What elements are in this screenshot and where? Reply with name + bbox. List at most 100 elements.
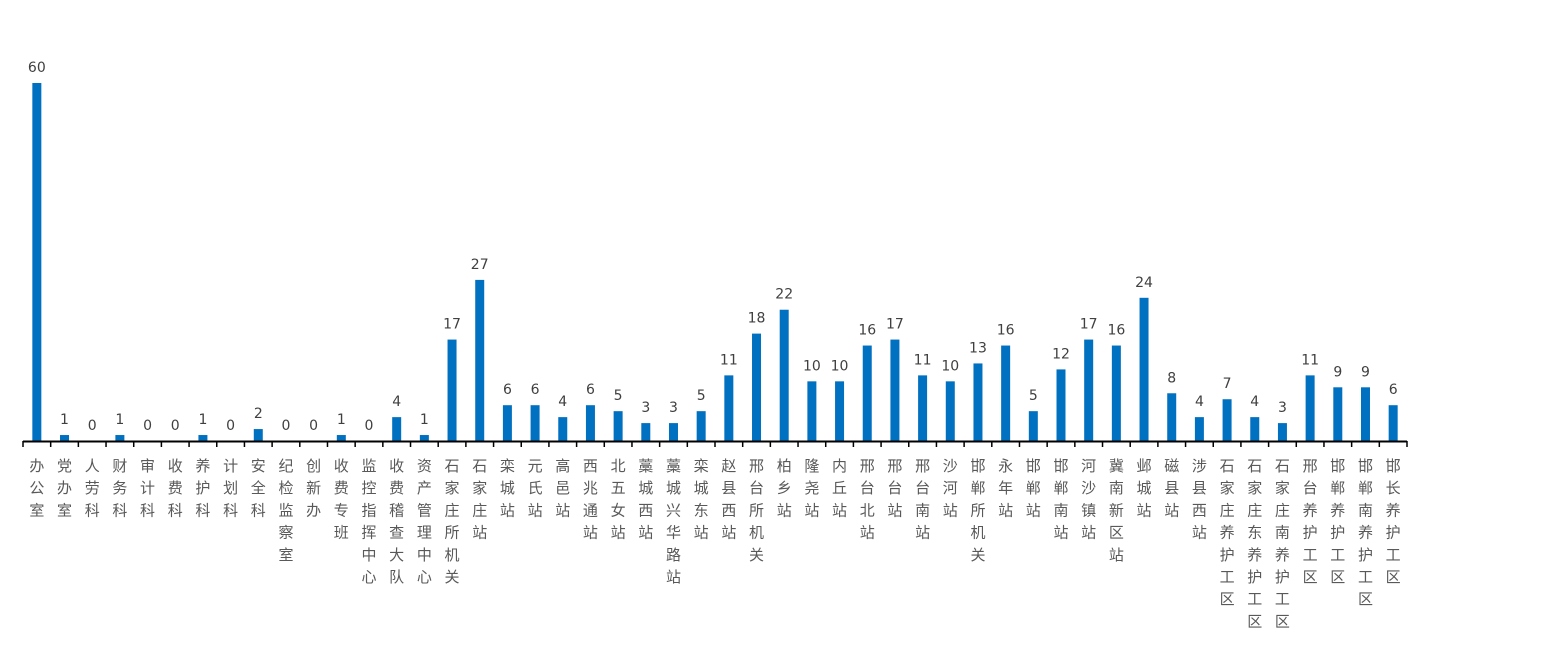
category-label: 永 <box>998 457 1013 475</box>
category-labels-group: 办公室党办室人劳科财务科审计科收费科养护科计划科安全科纪检监察室创新办收费专班监… <box>29 457 1400 630</box>
data-label: 11 <box>914 352 932 368</box>
bars-group <box>32 83 1398 441</box>
bar <box>530 405 540 441</box>
bar <box>253 429 263 441</box>
bar <box>918 375 928 441</box>
category-label: 华 <box>666 524 681 542</box>
data-label: 0 <box>88 418 97 434</box>
data-label: 13 <box>969 340 987 356</box>
bar <box>945 381 955 441</box>
bar <box>668 423 678 441</box>
category-label: 西 <box>1192 501 1207 519</box>
category-label: 西 <box>583 457 598 475</box>
category-label: 全 <box>251 479 266 497</box>
category-label: 郸 <box>970 479 985 497</box>
category-label: 室 <box>29 501 44 519</box>
category-label: 区 <box>1303 568 1318 586</box>
category-label: 邢 <box>860 457 875 475</box>
category-label: 工 <box>1247 590 1262 608</box>
category-label: 察 <box>278 524 293 542</box>
data-label: 0 <box>143 418 152 434</box>
category-label: 城 <box>694 479 709 497</box>
category-label: 审 <box>140 457 155 475</box>
data-label: 2 <box>254 406 263 422</box>
category-label: 务 <box>112 479 127 497</box>
data-label: 6 <box>1389 382 1398 398</box>
category-label: 室 <box>278 546 293 564</box>
category-label: 专 <box>334 501 349 519</box>
data-label: 16 <box>1107 323 1125 339</box>
bar <box>475 279 485 441</box>
category-label: 县 <box>1164 479 1179 497</box>
bar <box>1001 345 1011 441</box>
category-label: 藁 <box>638 457 653 475</box>
category-label: 费 <box>168 479 183 497</box>
data-label: 16 <box>858 323 876 339</box>
category-label: 邢 <box>887 457 902 475</box>
category-label: 费 <box>389 479 404 497</box>
category-label: 区 <box>1109 524 1124 542</box>
category-label: 所 <box>970 501 985 519</box>
category-label: 邯 <box>1053 457 1068 475</box>
category-label: 工 <box>1386 546 1401 564</box>
category-label: 站 <box>1137 501 1152 519</box>
category-label: 产 <box>417 479 432 497</box>
category-label: 西 <box>721 501 736 519</box>
data-label: 1 <box>420 412 429 428</box>
category-label: 科 <box>112 501 127 519</box>
data-label: 9 <box>1361 364 1370 380</box>
data-label: 4 <box>558 394 567 410</box>
category-label: 区 <box>1358 590 1373 608</box>
category-label: 南 <box>915 501 930 519</box>
data-label: 17 <box>443 317 461 333</box>
category-label: 查 <box>389 524 404 542</box>
data-label: 1 <box>115 412 124 428</box>
category-label: 护 <box>1330 524 1345 542</box>
category-label: 检 <box>278 479 293 497</box>
data-label: 0 <box>226 418 235 434</box>
bar <box>115 435 125 441</box>
category-label: 年 <box>998 479 1013 497</box>
category-label: 南 <box>1109 479 1124 497</box>
data-label: 4 <box>392 394 401 410</box>
category-label: 县 <box>1192 479 1207 497</box>
category-label: 机 <box>749 524 764 542</box>
category-label: 养 <box>1247 546 1262 564</box>
bar <box>198 435 208 441</box>
category-label: 区 <box>1330 568 1345 586</box>
category-label: 队 <box>389 568 404 586</box>
category-label: 工 <box>1275 590 1290 608</box>
category-label: 庄 <box>472 501 487 519</box>
data-label: 9 <box>1333 364 1342 380</box>
bar <box>1167 393 1177 441</box>
category-label: 石 <box>445 457 460 475</box>
category-label: 郸 <box>1330 479 1345 497</box>
category-label: 站 <box>887 501 902 519</box>
category-label: 藁 <box>666 457 681 475</box>
data-label: 11 <box>720 352 738 368</box>
category-label: 台 <box>860 479 875 497</box>
data-label: 11 <box>1301 352 1319 368</box>
category-label: 河 <box>1081 457 1096 475</box>
category-label: 心 <box>417 568 432 586</box>
data-label: 3 <box>641 400 650 416</box>
category-label: 站 <box>1053 524 1068 542</box>
category-label: 站 <box>943 501 958 519</box>
category-label: 兆 <box>583 479 598 497</box>
category-label: 护 <box>195 479 210 497</box>
bar <box>447 339 457 441</box>
bar <box>1194 417 1204 441</box>
category-label: 邑 <box>555 479 570 497</box>
category-label: 站 <box>1164 501 1179 519</box>
category-label: 邯 <box>1358 457 1373 475</box>
bar <box>890 339 900 441</box>
data-label: 60 <box>28 60 46 76</box>
data-label: 1 <box>60 412 69 428</box>
category-label: 丘 <box>832 479 847 497</box>
category-label: 科 <box>195 501 210 519</box>
category-label: 养 <box>1358 524 1373 542</box>
category-label: 路 <box>666 546 681 564</box>
bar <box>724 375 734 441</box>
